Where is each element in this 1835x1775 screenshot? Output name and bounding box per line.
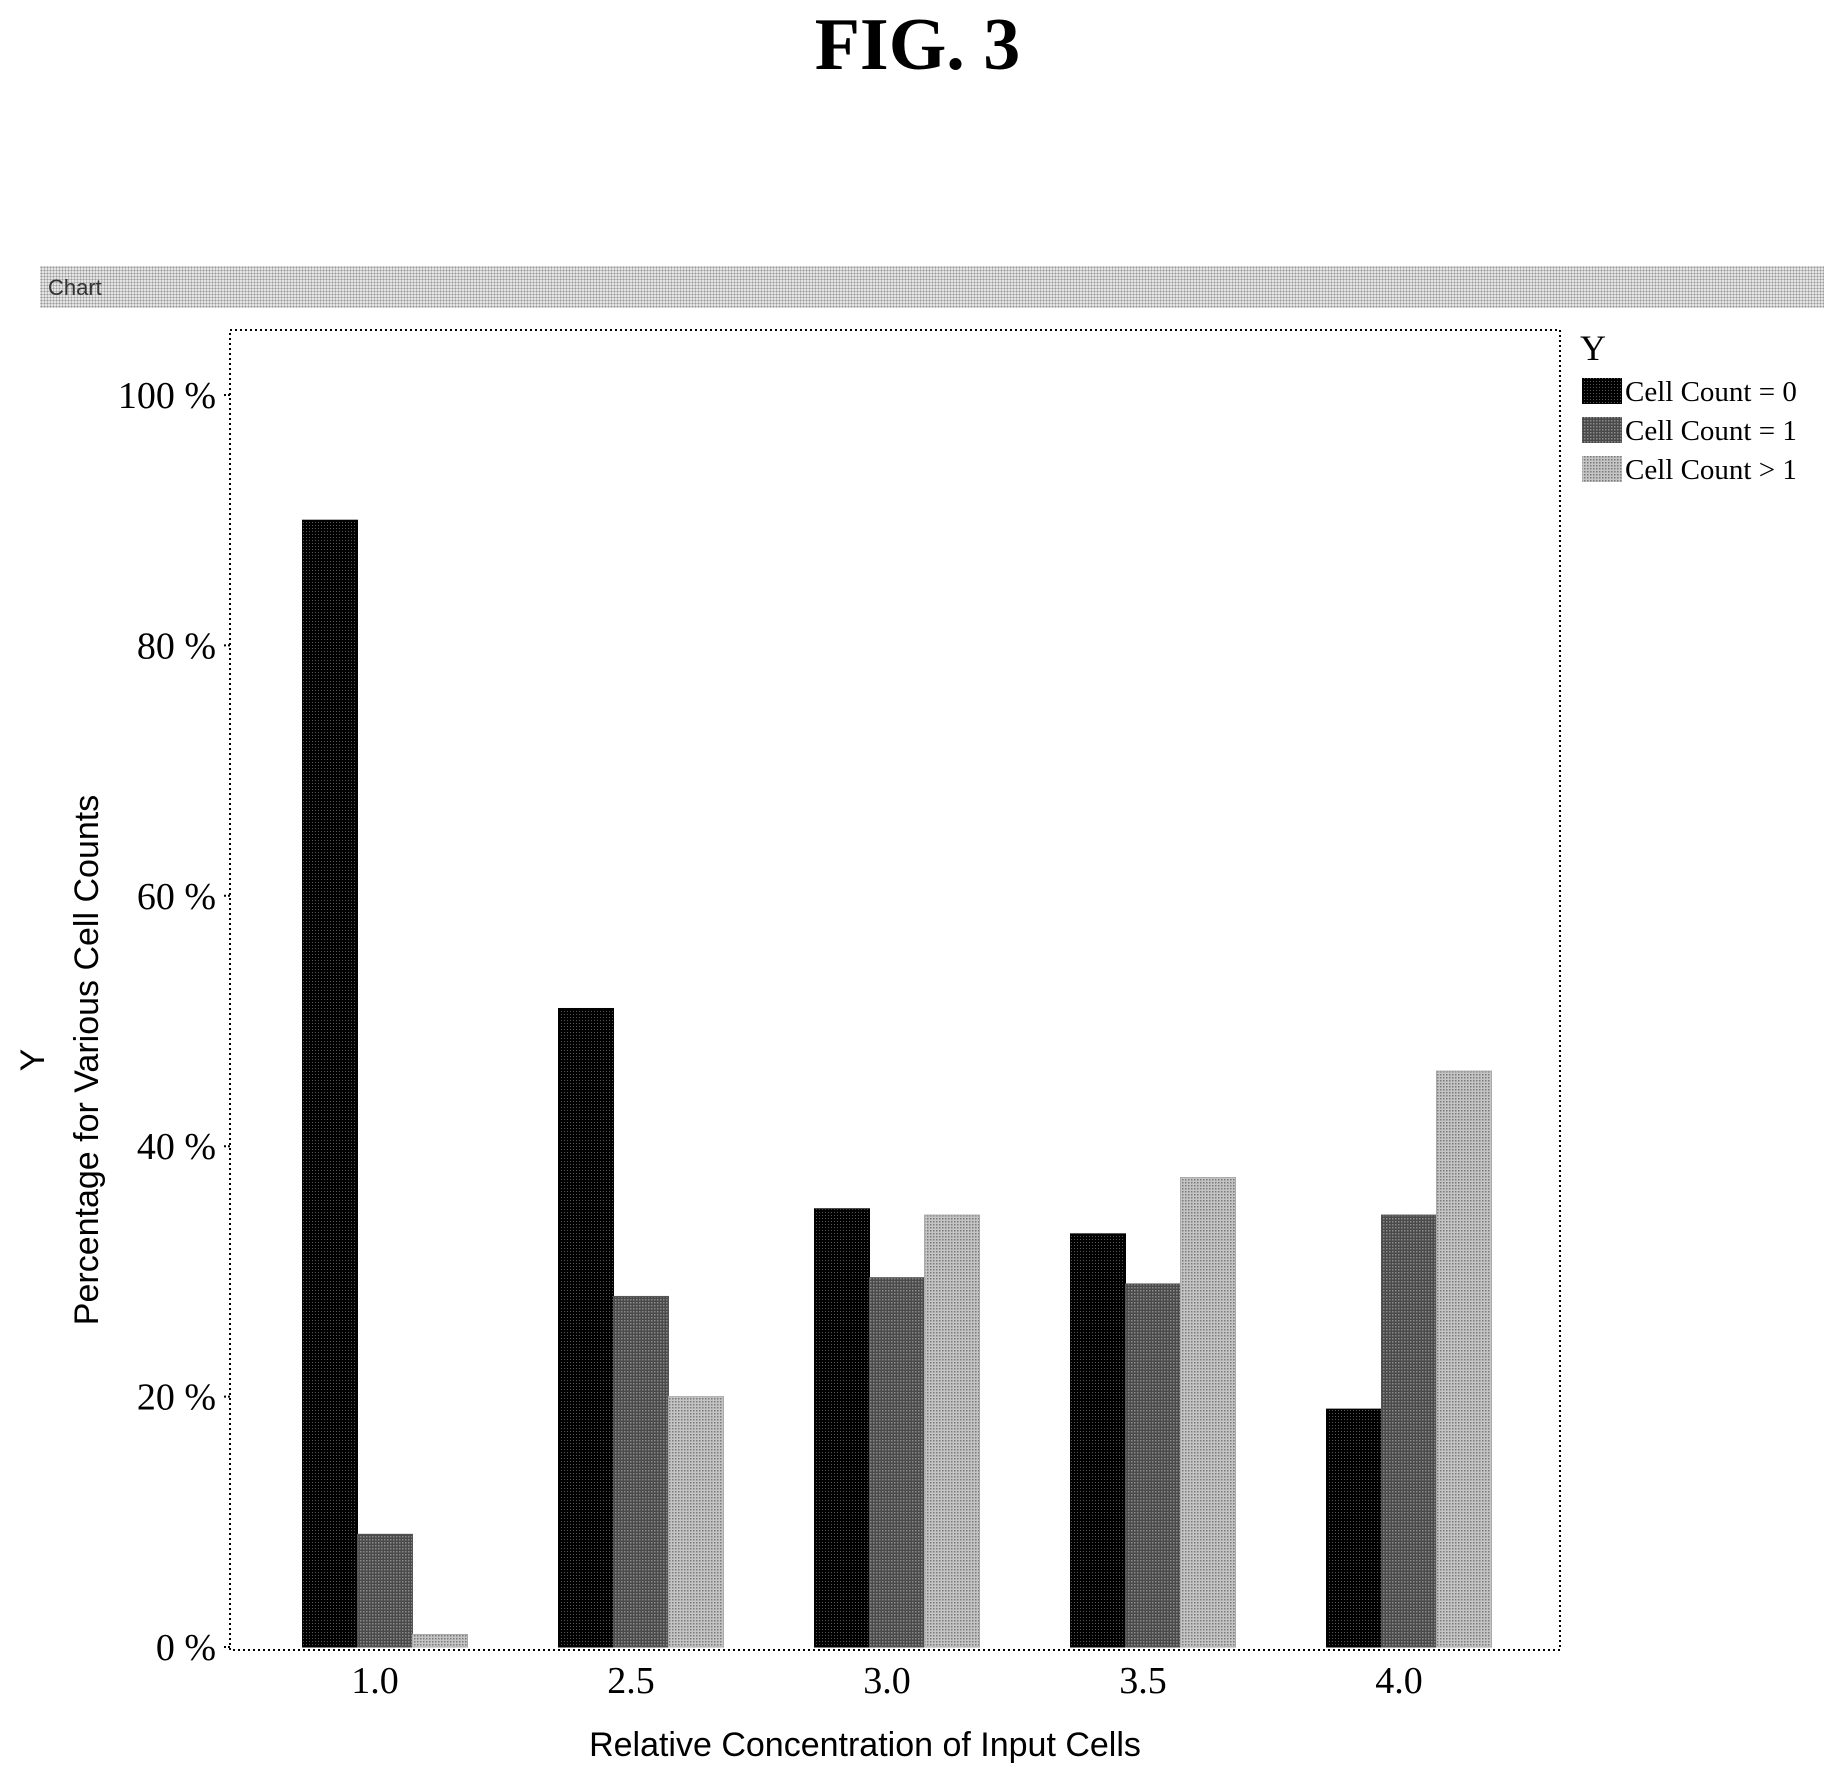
bar-3.0-series-2 [924,1214,980,1648]
bar-3.0-series-0 [814,1208,870,1648]
bar-3.5-series-0 [1070,1233,1126,1648]
legend: Y Cell Count = 0 Cell Count = 1 Cell Count… [1580,328,1797,486]
legend-label: Cell Count = 0 [1625,376,1797,408]
bar-2.5-series-1 [613,1295,669,1648]
y-axis-title: Y Percentage for Various Cell Counts [14,795,106,1325]
legend-swatch [1582,456,1622,482]
y-axis-title-line2: Percentage for Various Cell Counts [68,795,106,1325]
y-axis-title-line1: Y [14,1049,52,1072]
bar-3.0-series-1 [869,1277,925,1648]
x-tick-label: 2.5 [607,1660,655,1702]
figure-title: FIG. 3 [814,4,1021,86]
plot-frame [229,329,1561,1651]
bar-3.5-series-1 [1125,1283,1181,1648]
y-tick-label: 60 % [137,876,216,918]
y-tick-label: 100 % [118,375,216,417]
x-tick-label: 1.0 [351,1660,399,1702]
legend-title: Y [1580,328,1606,368]
chart-header-label: Chart [48,275,102,300]
bar-4.0-series-2 [1436,1070,1492,1648]
x-tick-label: 4.0 [1375,1660,1423,1702]
y-tick-label: 40 % [137,1126,216,1168]
y-tick-label: 80 % [137,625,216,667]
y-tick-label: 20 % [137,1377,216,1419]
legend-label: Cell Count = 1 [1625,415,1797,447]
bar-1.0-series-0 [302,519,358,1648]
x-axis-ticks: 1.0 2.5 3.0 3.5 4.0 [351,1660,1423,1702]
x-axis-title: Relative Concentration of Input Cells [589,1726,1141,1764]
chart-header-bar: Chart [40,266,1824,308]
y-axis-ticks: 0 % 20 % 40 % 60 % 80 % 100 % [118,375,230,1669]
legend-label: Cell Count > 1 [1625,454,1797,486]
x-tick-label: 3.0 [863,1660,911,1702]
bar-2.5-series-2 [668,1396,724,1648]
legend-swatch [1582,417,1622,443]
legend-swatch [1582,378,1622,404]
bar-3.5-series-2 [1180,1177,1236,1648]
bar-1.0-series-2 [412,1633,468,1648]
y-tick-label: 0 % [156,1627,216,1669]
bar-2.5-series-0 [558,1007,614,1648]
bar-1.0-series-1 [357,1533,413,1648]
x-tick-label: 3.5 [1119,1660,1167,1702]
bar-4.0-series-1 [1381,1214,1437,1648]
bars [302,519,1492,1648]
bar-4.0-series-0 [1326,1408,1382,1648]
